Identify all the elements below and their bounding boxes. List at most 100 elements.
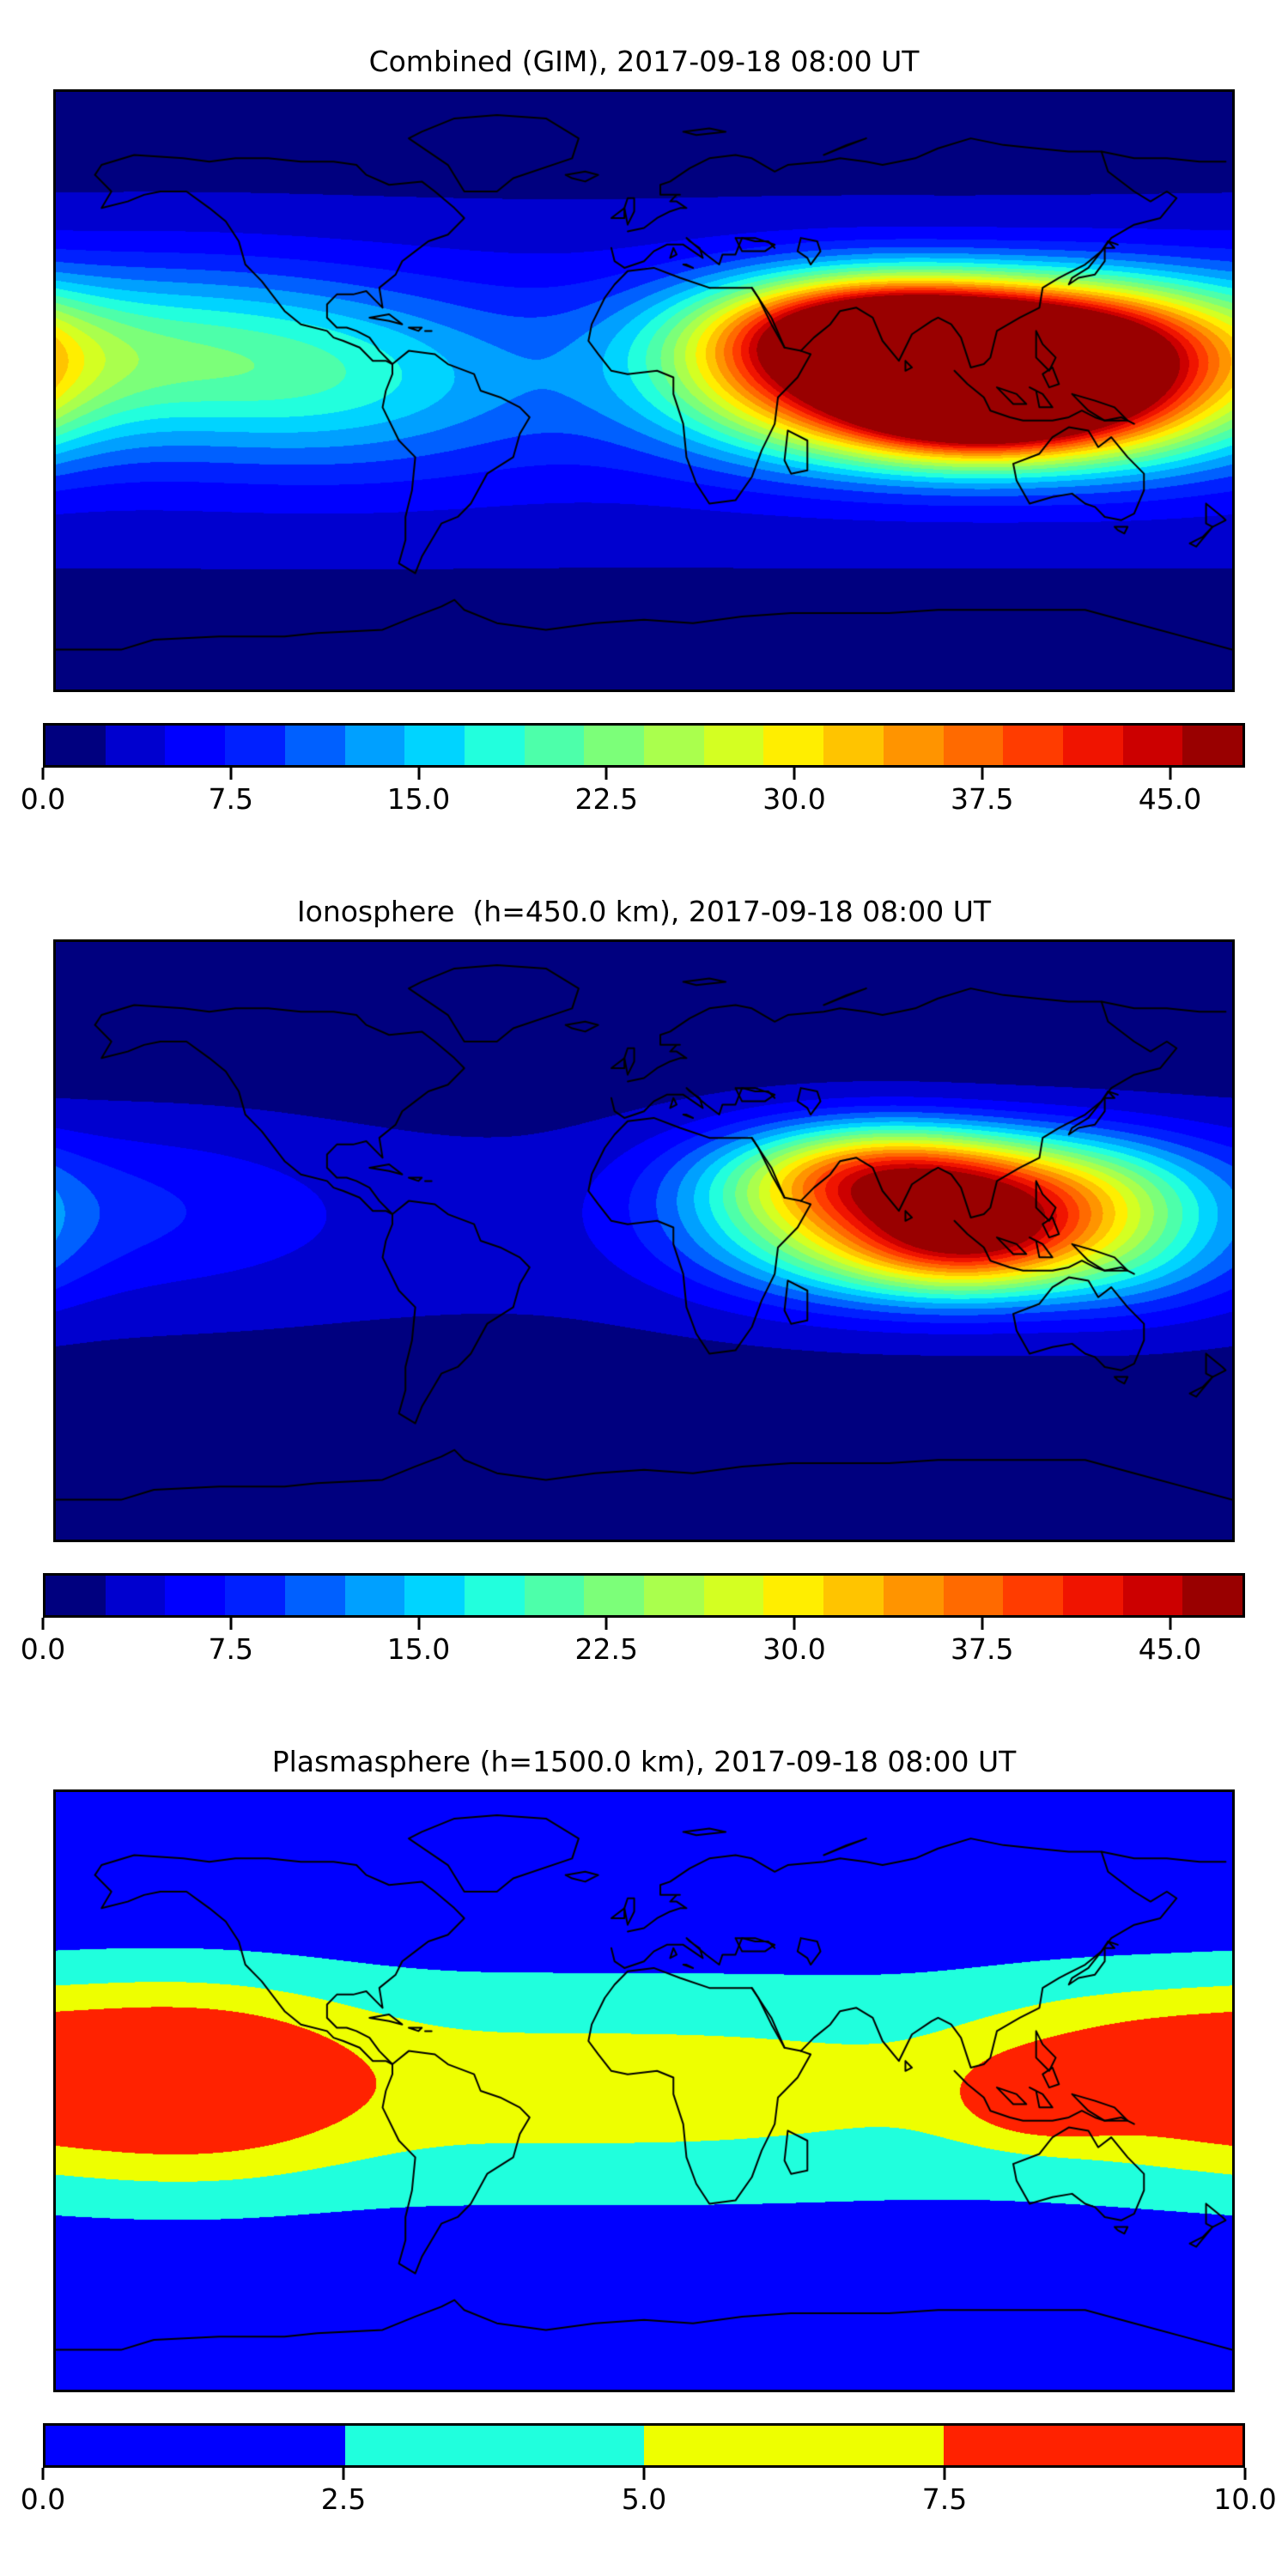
colorbar-segment (165, 726, 226, 765)
colorbar-tick (981, 768, 984, 780)
colorbar-strip (43, 2423, 1245, 2468)
panel-ionosphere: Ionosphere (h=450.0 km), 2017-09-18 08:0… (0, 895, 1288, 1669)
colorbar-tick (1169, 1618, 1171, 1630)
colorbar-strip (43, 723, 1245, 768)
colorbar-tick-label: 15.0 (386, 1632, 451, 1666)
colorbar-segment (524, 1576, 585, 1615)
colorbar-ticks (41, 2468, 1247, 2480)
colorbar-segment (943, 726, 1004, 765)
colorbar-tick-label: 22.5 (574, 1632, 638, 1666)
colorbar-tick-labels: 0.0 2.5 5.0 7.5 10.0 (21, 2480, 1277, 2519)
panel-title: Ionosphere (h=450.0 km), 2017-09-18 08:0… (296, 895, 992, 928)
colorbar-tick-label: 0.0 (20, 782, 66, 816)
colorbar-segment (763, 1576, 824, 1615)
map-ionosphere (53, 939, 1235, 1542)
colorbar-segment (943, 1576, 1004, 1615)
colorbar-segment (284, 726, 345, 765)
colorbar-tick-label: 37.5 (951, 782, 1014, 816)
panel-plasmasphere: Plasmasphere (h=1500.0 km), 2017-09-18 0… (0, 1745, 1288, 2519)
colorbar-segment (943, 2426, 1242, 2465)
colorbar-segment (464, 1576, 525, 1615)
colorbar-segment (883, 1576, 944, 1615)
colorbar-segment (404, 1576, 465, 1615)
colorbar-tick (605, 768, 608, 780)
colorbar-tick-label: 0.0 (20, 1632, 66, 1666)
colorbar-segment (1062, 726, 1123, 765)
colorbar-segment (105, 726, 166, 765)
colorbar-tick (793, 1618, 796, 1630)
colorbar-segment (1122, 1576, 1183, 1615)
colorbar-segment (823, 726, 884, 765)
colorbar-tick-label: 37.5 (951, 1632, 1014, 1666)
colorbar-segment (1122, 726, 1183, 765)
colorbar-tick-label: 7.5 (208, 1632, 253, 1666)
colorbar-tick (605, 1618, 608, 1630)
colorbar-segment (883, 726, 944, 765)
colorbar-tick-label: 7.5 (208, 782, 253, 816)
tec-contour-field (56, 942, 1232, 1540)
colorbar-tick-label: 30.0 (762, 1632, 826, 1666)
tec-contour-field (56, 92, 1232, 690)
colorbar-segment (644, 726, 704, 765)
colorbar-segment (644, 1576, 704, 1615)
colorbar-segment (344, 1576, 405, 1615)
colorbar-tick (417, 768, 420, 780)
colorbar-segment (225, 1576, 285, 1615)
colorbar-segment (1003, 1576, 1063, 1615)
colorbar-segment (344, 726, 405, 765)
colorbar-plasmasphere: 0.0 2.5 5.0 7.5 10.0 (21, 2423, 1277, 2519)
colorbar-ionosphere: 0.0 7.5 15.0 22.5 30.0 37.5 45.0 (21, 1573, 1245, 1669)
colorbar-segment (1062, 1576, 1123, 1615)
colorbar-tick (1169, 768, 1171, 780)
colorbar-tick-label: 45.0 (1138, 782, 1202, 816)
colorbar-tick (793, 768, 796, 780)
colorbar-tick-label: 22.5 (574, 782, 638, 816)
colorbar-segment (344, 2426, 644, 2465)
colorbar-tick-label: 0.0 (20, 2482, 66, 2516)
colorbar-segment (584, 726, 645, 765)
colorbar-tick-label: 5.0 (621, 2482, 667, 2516)
colorbar-tick-labels: 0.0 7.5 15.0 22.5 30.0 37.5 45.0 (21, 780, 1245, 819)
colorbar-tick-label: 7.5 (921, 2482, 968, 2516)
colorbar-segment (105, 1576, 166, 1615)
colorbar-segment (284, 1576, 345, 1615)
colorbar-segment (46, 2426, 345, 2465)
colorbar-segment (524, 726, 585, 765)
colorbar-tick (943, 2468, 946, 2480)
colorbar-segment (225, 726, 285, 765)
colorbar-strip (43, 1573, 1245, 1618)
tec-contour-field (56, 1792, 1232, 2390)
colorbar-tick-labels: 0.0 7.5 15.0 22.5 30.0 37.5 45.0 (21, 1630, 1245, 1669)
colorbar-tick-label: 45.0 (1138, 1632, 1202, 1666)
colorbar-combined-gim: 0.0 7.5 15.0 22.5 30.0 37.5 45.0 (21, 723, 1245, 819)
colorbar-tick-label: 2.5 (320, 2482, 367, 2516)
colorbar-segment (1182, 1576, 1243, 1615)
panel-title: Plasmasphere (h=1500.0 km), 2017-09-18 0… (271, 1745, 1017, 1778)
colorbar-tick (417, 1618, 420, 1630)
colorbar-tick (642, 2468, 646, 2480)
colorbar-segment (1003, 726, 1063, 765)
colorbar-tick-label: 30.0 (762, 782, 826, 816)
colorbar-tick (342, 2468, 345, 2480)
colorbar-segment (644, 2426, 944, 2465)
colorbar-segment (1182, 726, 1243, 765)
colorbar-tick (981, 1618, 984, 1630)
colorbar-ticks (41, 1618, 1245, 1630)
colorbar-segment (46, 1576, 106, 1615)
panel-title: Combined (GIM), 2017-09-18 08:00 UT (368, 45, 920, 78)
panel-combined-gim: Combined (GIM), 2017-09-18 08:00 UT 0.0 7… (0, 45, 1288, 819)
colorbar-tick-label: 10.0 (1213, 2482, 1277, 2516)
colorbar-tick (41, 1618, 45, 1630)
map-plasmasphere (53, 1789, 1235, 2392)
colorbar-segment (703, 1576, 764, 1615)
colorbar-tick (1243, 2468, 1247, 2480)
colorbar-tick (41, 2468, 45, 2480)
colorbar-segment (165, 1576, 226, 1615)
colorbar-tick-label: 15.0 (386, 782, 451, 816)
colorbar-tick (229, 768, 233, 780)
colorbar-segment (763, 726, 824, 765)
colorbar-segment (464, 726, 525, 765)
colorbar-segment (46, 726, 106, 765)
colorbar-tick (41, 768, 45, 780)
